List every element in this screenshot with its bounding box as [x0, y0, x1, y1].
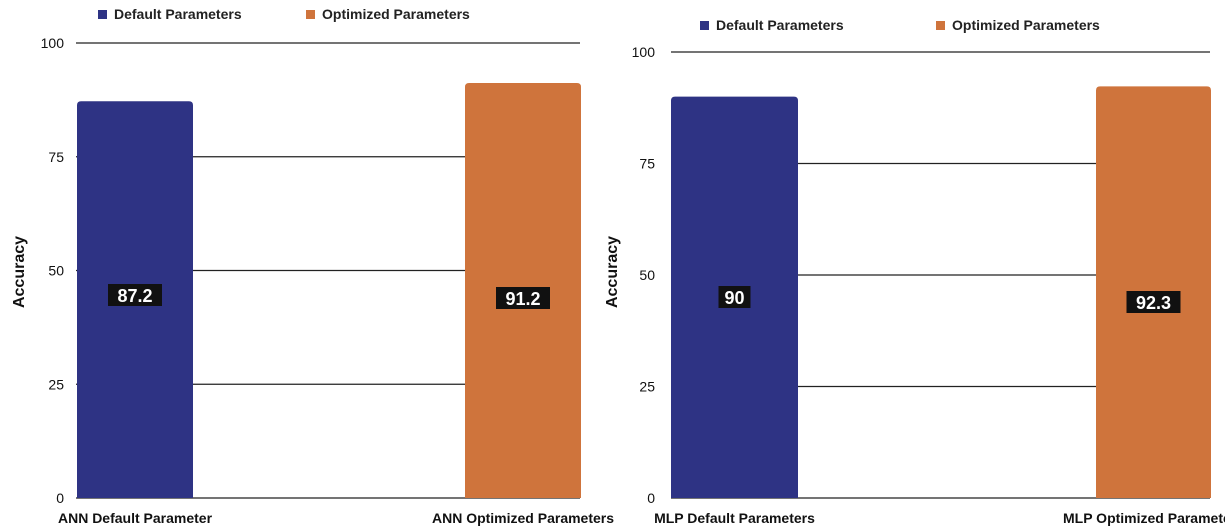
value-label: 91.2 [505, 289, 540, 309]
y-axis-label: Accuracy [11, 236, 28, 308]
legend-swatch [98, 10, 107, 19]
value-label-bg [1126, 291, 1181, 313]
value-label: 90 [724, 288, 744, 308]
y-tick-label: 0 [647, 490, 655, 506]
y-tick-label: 50 [639, 267, 655, 283]
x-category-label: ANN Default Parameter [58, 510, 213, 526]
y-tick-label: 75 [639, 156, 655, 172]
value-label: 92.3 [1136, 293, 1171, 313]
value-label-bg [718, 286, 751, 308]
legend-swatch [700, 21, 709, 30]
legend-label: Optimized Parameters [322, 6, 470, 22]
y-tick-label: 50 [48, 263, 64, 279]
y-axis-label: Accuracy [604, 236, 621, 308]
x-category-label: MLP Optimized Parameters [1063, 510, 1225, 526]
value-label: 87.2 [117, 286, 152, 306]
value-label-bg [108, 284, 162, 306]
chart-1: 0 25 50 75 100 Accuracy 87.2 91.2 ANN Default Pa… [11, 6, 614, 526]
y-tick-label: 25 [639, 379, 655, 395]
y-tick-label: 25 [48, 376, 64, 392]
y-tick-label: 0 [56, 490, 64, 506]
legend-label: Optimized Parameters [952, 17, 1100, 33]
y-tick-label: 75 [48, 149, 64, 165]
legend-label: Default Parameters [716, 17, 844, 33]
chart-2: 0 25 50 75 100 Accuracy 90 92.3 MLP Default Para… [604, 17, 1225, 526]
value-label-bg [496, 287, 550, 309]
x-category-label: ANN Optimized Parameters [432, 510, 614, 526]
y-tick-label: 100 [41, 35, 65, 51]
legend-swatch [936, 21, 945, 30]
x-category-label: MLP Default Parameters [654, 510, 815, 526]
legend-swatch [306, 10, 315, 19]
y-tick-label: 100 [632, 44, 656, 60]
legend-label: Default Parameters [114, 6, 242, 22]
